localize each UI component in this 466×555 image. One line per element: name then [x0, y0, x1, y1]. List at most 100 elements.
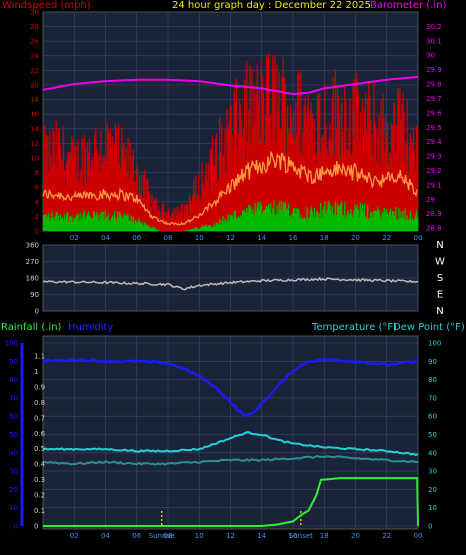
low-bar	[360, 208, 363, 231]
temperature-tick-label: 40	[428, 449, 437, 457]
gust-bar	[345, 101, 347, 231]
low-bar	[216, 223, 219, 231]
gust-bar	[118, 124, 120, 231]
gust-bar	[273, 68, 275, 231]
gust-bar	[340, 102, 343, 231]
low-bar	[158, 230, 160, 231]
low-bar	[97, 215, 99, 231]
gust-bar	[141, 197, 144, 231]
low-bar	[337, 206, 340, 231]
low-bar	[414, 214, 417, 231]
low-bar	[262, 210, 265, 231]
gust-bar	[389, 152, 392, 231]
windspeed-tick-label: 10	[30, 155, 39, 163]
gust-bar	[370, 119, 372, 231]
windspeed-tick-label: 16	[30, 111, 39, 119]
gust-bar	[354, 139, 356, 231]
gust-bar	[154, 200, 156, 231]
gust-bar	[98, 153, 100, 231]
rain-time-tick: 22	[382, 532, 391, 540]
gust-bar	[311, 114, 314, 231]
low-bar	[258, 209, 260, 231]
gust-bar	[177, 206, 179, 231]
low-bar	[311, 211, 314, 231]
temperature-tick-label: 50	[428, 431, 437, 439]
gust-bar	[185, 203, 188, 231]
gust-bar	[379, 164, 381, 231]
windspeed-tick-label: 8	[35, 169, 39, 177]
low-bar	[80, 219, 82, 231]
gust-bar	[335, 127, 338, 231]
gust-bar	[302, 130, 304, 231]
temperature-tick-label: 30	[428, 468, 437, 476]
low-bar	[374, 210, 376, 231]
gust-bar	[86, 142, 89, 231]
low-bar	[352, 217, 354, 231]
low-bar	[75, 216, 77, 231]
wind-time-tick: 22	[382, 234, 391, 242]
gust-bar	[266, 63, 269, 231]
low-bar	[105, 218, 107, 231]
humidity-line	[42, 357, 419, 418]
gust-bar	[106, 122, 108, 231]
gust-bar	[94, 134, 96, 231]
low-bar	[115, 221, 118, 231]
low-bar	[64, 218, 67, 231]
low-bar	[63, 214, 66, 231]
gust-bar	[202, 182, 204, 231]
gust-bar	[229, 105, 231, 231]
humidity-tick-label: 20	[9, 486, 18, 494]
low-bar	[79, 212, 81, 231]
low-bar	[138, 220, 141, 231]
low-bar	[408, 219, 410, 231]
low-bar	[383, 207, 385, 231]
low-bar	[386, 213, 389, 231]
gust-bar	[157, 205, 159, 231]
gust-bar	[294, 141, 296, 231]
gust-bar	[244, 79, 246, 231]
gust-bar	[246, 60, 248, 231]
low-bar	[83, 210, 85, 231]
low-bar	[102, 211, 104, 231]
low-bar	[295, 212, 297, 231]
rain-time-tick: 14	[257, 532, 266, 540]
gust-bar	[310, 101, 313, 232]
low-bar	[252, 209, 254, 231]
gust-bar	[268, 53, 270, 232]
gust-bar	[378, 115, 380, 231]
low-bar	[106, 216, 108, 231]
low-bar	[155, 228, 157, 231]
low-bar	[141, 222, 144, 231]
low-bar	[76, 214, 78, 231]
gust-bar	[187, 213, 190, 231]
gust-bar	[143, 174, 145, 231]
low-bar	[356, 204, 358, 231]
low-bar	[298, 209, 300, 231]
gust-bar	[323, 144, 325, 231]
low-bar	[88, 215, 91, 231]
gust-bar	[198, 171, 200, 231]
low-bar	[116, 211, 119, 231]
rain-time-tick: Sunset	[289, 532, 313, 540]
low-bar	[279, 209, 281, 231]
direction-tick-label: 0	[35, 308, 39, 316]
gust-bar	[413, 150, 416, 231]
low-bar	[273, 200, 275, 231]
low-bar	[308, 217, 310, 231]
low-bar	[372, 216, 374, 231]
low-bar	[154, 227, 156, 231]
low-bar	[277, 213, 279, 231]
rain-time-tick: Sunrise	[149, 532, 175, 540]
low-bar	[85, 216, 88, 231]
gust-bar	[69, 156, 71, 231]
gust-bar	[128, 179, 130, 231]
gust-bar	[129, 142, 131, 231]
gust-bar	[331, 98, 333, 232]
low-bar	[313, 207, 316, 231]
gust-bar	[52, 128, 54, 231]
gust-bar	[176, 215, 178, 231]
low-bar	[220, 224, 222, 231]
gust-bar	[55, 120, 57, 231]
gust-bar	[316, 94, 319, 232]
